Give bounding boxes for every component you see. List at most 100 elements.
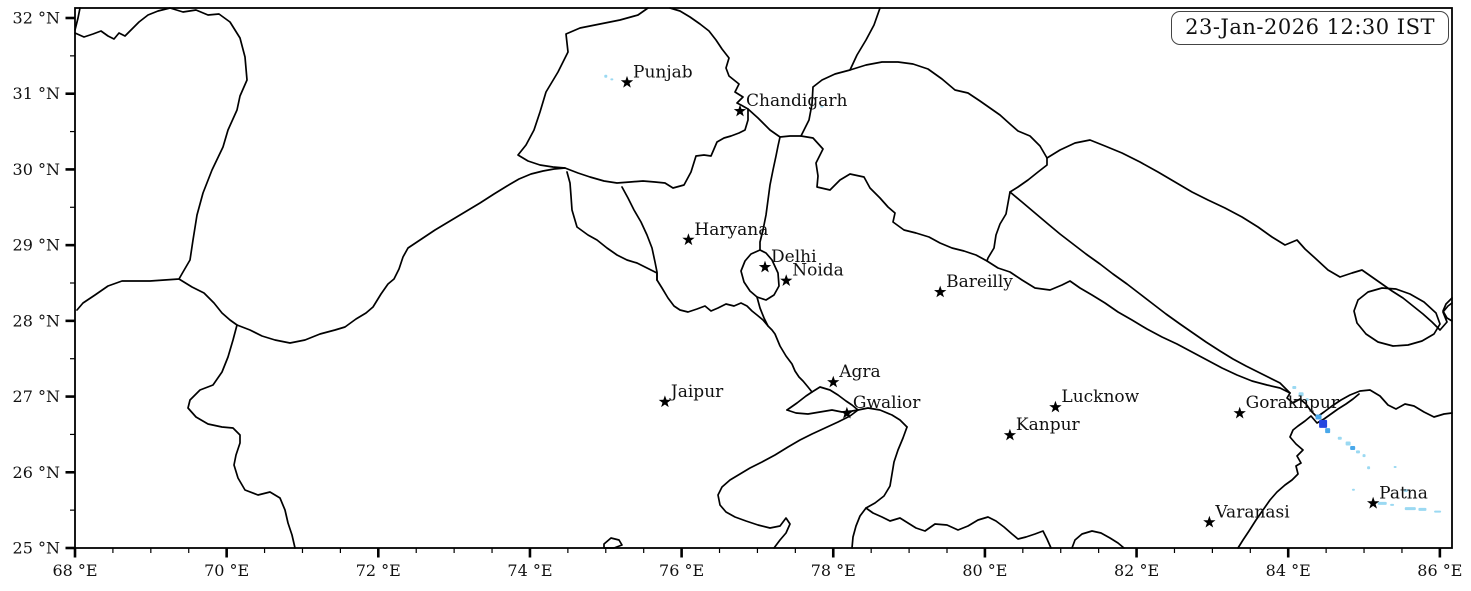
radar-echo [1315, 414, 1322, 420]
state-boundary [566, 171, 658, 281]
radar-echo [1345, 441, 1351, 446]
radar-echo [1351, 488, 1355, 491]
city-label-chandigarh: Chandigarh [746, 91, 848, 111]
state-boundary [717, 409, 859, 549]
state-boundary [603, 537, 623, 549]
x-tick-label: 74 °E [507, 561, 552, 580]
city-marker-chandigarh [733, 104, 747, 117]
state-boundary [1046, 139, 1453, 331]
state-boundary [849, 7, 881, 71]
city-marker-kanpur [1003, 428, 1017, 441]
state-boundary [786, 407, 908, 428]
x-tick-label: 82 °E [1114, 561, 1159, 580]
y-tick-label: 25 °N [13, 539, 60, 558]
state-boundary [865, 507, 1052, 549]
radar-echo [1393, 465, 1397, 468]
city-label-noida: Noida [792, 261, 844, 281]
state-boundary [178, 278, 296, 549]
state-boundary [800, 61, 1048, 262]
state-boundary [621, 186, 658, 281]
y-tick-label: 29 °N [13, 236, 60, 255]
city-marker-gorakhpur [1233, 406, 1246, 419]
city-marker-gwalior [840, 406, 854, 419]
radar-echo [1377, 501, 1387, 505]
radar-echo [1418, 507, 1427, 511]
city-label-bareilly: Bareilly [946, 272, 1013, 292]
state-boundary [747, 108, 802, 138]
state-boundary [811, 386, 859, 411]
city-marker-noida [780, 274, 793, 286]
city-label-lucknow: Lucknow [1061, 387, 1139, 407]
radar-echo [1362, 454, 1366, 458]
city-marker-patna [1367, 496, 1380, 509]
radar-echo [1298, 392, 1304, 397]
state-boundary [1353, 287, 1441, 347]
y-tick-label: 28 °N [13, 311, 60, 330]
y-tick-label: 27 °N [13, 387, 60, 406]
radar-echo [1350, 446, 1356, 451]
city-label-delhi: Delhi [771, 247, 817, 267]
city-label-haryana: Haryana [694, 220, 768, 240]
state-boundary [756, 296, 813, 393]
state-boundary [1009, 191, 1291, 394]
radar-echo [610, 78, 614, 81]
y-tick-label: 31 °N [13, 84, 60, 103]
x-tick-label: 76 °E [659, 561, 704, 580]
radar-echo [1403, 488, 1408, 492]
city-label-agra: Agra [838, 362, 880, 382]
x-tick-label: 80 °E [962, 561, 1007, 580]
state-boundary [74, 7, 81, 31]
state-boundary [236, 167, 566, 344]
radar-echo [1337, 436, 1342, 440]
state-boundary [786, 391, 813, 411]
radar-echo [1305, 398, 1309, 402]
city-marker-punjab [620, 75, 634, 88]
x-tick-label: 84 °E [1266, 561, 1311, 580]
radar-echo [1325, 428, 1331, 434]
y-tick-label: 30 °N [13, 160, 60, 179]
city-marker-bareilly [934, 285, 947, 298]
y-tick-label: 26 °N [13, 463, 60, 482]
city-label-kanpur: Kanpur [1016, 415, 1081, 435]
state-boundary [1237, 393, 1360, 549]
radar-echo [820, 105, 824, 108]
city-marker-haryana [682, 233, 695, 246]
state-boundary [1442, 297, 1453, 322]
city-marker-lucknow [1049, 400, 1062, 413]
radar-echo [1319, 419, 1328, 428]
city-label-jaipur: Jaipur [669, 382, 724, 402]
radar-echo [1292, 385, 1297, 389]
radar-echo [1404, 507, 1416, 511]
radar-echo [604, 74, 608, 78]
city-label-varanasi: Varanasi [1214, 502, 1290, 522]
city-label-gorakhpur: Gorakhpur [1246, 393, 1340, 413]
x-tick-label: 78 °E [811, 561, 856, 580]
city-marker-delhi [758, 260, 772, 273]
city-marker-varanasi [1203, 515, 1216, 528]
state-boundary [656, 279, 769, 327]
radar-echo [1367, 466, 1371, 470]
city-label-patna: Patna [1379, 483, 1428, 503]
state-boundary [851, 426, 908, 549]
radar-echo [1434, 510, 1442, 513]
state-boundary [740, 249, 780, 301]
city-label-gwalior: Gwalior [853, 393, 921, 413]
city-marker-jaipur [658, 395, 672, 408]
state-boundary [759, 136, 781, 251]
x-tick-label: 86 °E [1417, 561, 1462, 580]
y-tick-label: 32 °N [13, 8, 60, 27]
state-boundary [986, 260, 1453, 418]
plot-border [74, 7, 1453, 549]
x-tick-label: 68 °E [52, 561, 97, 580]
state-boundary [1071, 530, 1125, 549]
state-boundary [517, 7, 749, 189]
radar-echo [1355, 450, 1360, 454]
x-tick-label: 72 °E [356, 561, 401, 580]
city-label-punjab: Punjab [633, 62, 693, 82]
timestamp-badge: 23-Jan-2026 12:30 IST [1171, 11, 1449, 45]
x-tick-label: 70 °E [204, 561, 249, 580]
radar-echo [1390, 503, 1395, 506]
city-marker-agra [827, 375, 840, 388]
